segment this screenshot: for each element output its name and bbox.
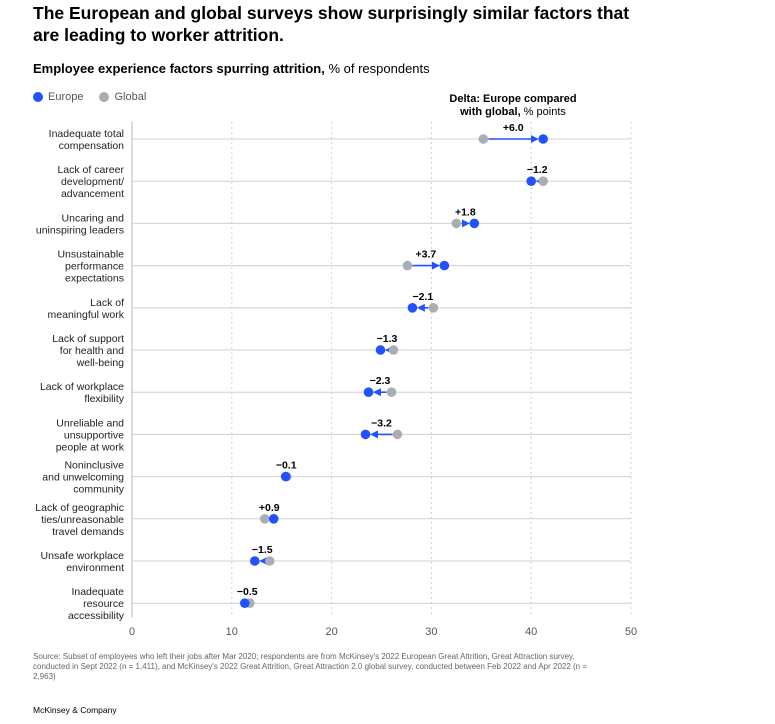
x-tick-label: 40 <box>525 626 537 638</box>
brand-name: McKinsey & Company <box>33 705 117 715</box>
chart-subtitle: Employee experience factors spurring att… <box>33 61 430 76</box>
delta-label: +3.7 <box>416 249 437 261</box>
subtitle-unit: % of respondents <box>324 61 430 76</box>
category-label: Lack of workplace flexibility <box>40 381 125 405</box>
category-label: Unreliable and unsupportive people at work <box>56 417 125 453</box>
category-label: Noninclusive and unwelcoming community <box>42 460 124 496</box>
legend-item-global: Global <box>99 91 146 103</box>
delta-label: +0.9 <box>259 502 280 514</box>
delta-label: −3.2 <box>371 417 392 429</box>
x-tick-label: 10 <box>226 626 238 638</box>
europe-point <box>469 218 480 229</box>
legend-europe-dot <box>33 92 43 102</box>
legend-global-dot <box>99 92 110 102</box>
global-point <box>392 429 403 440</box>
europe-point <box>280 471 291 482</box>
legend-europe-label: Europe <box>48 91 84 103</box>
delta-label: −1.5 <box>252 544 273 556</box>
global-point <box>259 514 270 524</box>
europe-point <box>363 387 374 398</box>
global-point <box>451 218 462 229</box>
global-point <box>388 345 399 355</box>
x-tick-label: 50 <box>625 626 637 638</box>
global-point <box>538 176 548 186</box>
europe-point <box>239 598 250 608</box>
legend-item-europe: Europe <box>33 91 83 103</box>
delta-label: −1.3 <box>377 333 398 345</box>
category-label: Inadequate resource accessibility <box>68 586 125 622</box>
delta-label: +6.0 <box>503 122 524 134</box>
category-label: Unsustainable performance expectations <box>57 249 124 285</box>
global-point <box>478 134 489 144</box>
chart-headline: The European and global surveys show sur… <box>33 3 630 45</box>
category-label: Inadequate total compensation <box>49 128 124 152</box>
europe-point <box>249 556 260 566</box>
category-label: Lack of support for health and well-being <box>52 333 124 369</box>
x-tick-label: 30 <box>425 626 437 638</box>
x-tick-label: 20 <box>325 626 337 638</box>
category-label: Lack of geographic ties/unreasonable trave… <box>35 502 124 538</box>
delta-label: −2.1 <box>413 291 434 303</box>
global-point <box>428 303 439 313</box>
delta-label: −0.1 <box>276 460 297 472</box>
europe-point <box>538 134 548 144</box>
legend-global-label: Global <box>114 91 147 103</box>
europe-point <box>407 303 418 313</box>
category-label: Lack of meaningful work <box>48 297 125 321</box>
europe-point <box>439 260 450 271</box>
delta-label: −2.3 <box>370 375 391 387</box>
category-label: Uncaring and uninspiring leaders <box>36 212 124 236</box>
delta-label: +1.8 <box>455 206 476 218</box>
category-label: Unsafe workplace environment <box>41 550 125 574</box>
delta-label: −1.2 <box>527 164 548 176</box>
global-point <box>386 387 397 398</box>
subtitle-bold: Employee experience factors spurring att… <box>33 61 325 76</box>
x-tick-label: 0 <box>129 626 135 638</box>
europe-point <box>268 514 279 524</box>
delta-header-unit: % points <box>520 106 566 118</box>
global-point <box>402 260 413 271</box>
source-note: Source: Subset of employees who left the… <box>33 652 588 681</box>
global-point <box>264 556 275 566</box>
europe-point <box>375 345 386 355</box>
category-label: Lack of career development/advancement <box>57 164 124 200</box>
europe-point <box>526 176 536 186</box>
delta-header-bold: Delta: Europe compared with global, <box>449 93 577 118</box>
legend: Europe Global <box>33 91 162 103</box>
dumbbell-chart: 0 10 20 30 40 50 Inadequate total compensation +… <box>35 122 637 638</box>
delta-label: −0.5 <box>237 586 258 598</box>
delta-column-header: Delta: Europe compared with global, % po… <box>438 93 588 119</box>
europe-point <box>360 429 371 440</box>
